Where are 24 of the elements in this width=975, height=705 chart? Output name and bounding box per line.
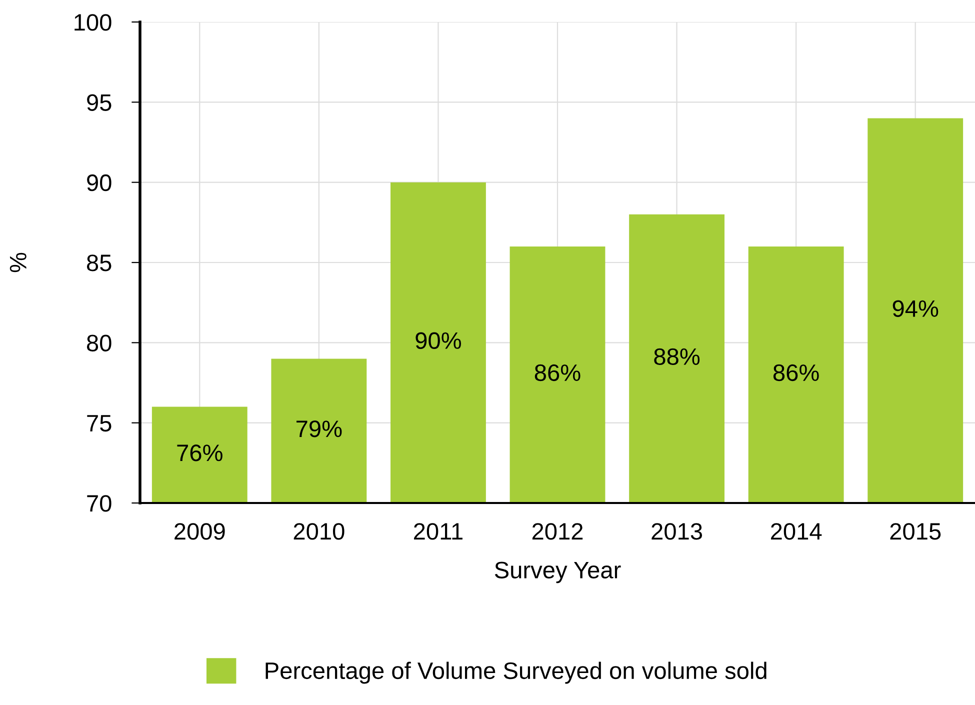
y-tick-label: 95 (87, 94, 112, 111)
x-tick-label: 2011 (414, 523, 462, 540)
data-label: 79% (296, 420, 342, 438)
y-tick-label: 70 (87, 495, 112, 512)
x-tick-label: 2013 (652, 523, 702, 540)
x-tick-label: 2009 (174, 523, 225, 540)
data-label: 86% (534, 364, 580, 382)
y-tick-label: 90 (87, 174, 112, 192)
data-label: 88% (654, 348, 700, 366)
y-tick-label: 80 (86, 334, 112, 352)
y-tick-label: 75 (87, 415, 112, 432)
y-tick-label: 85 (86, 254, 112, 272)
data-label: 90% (416, 332, 462, 350)
data-label: 86% (773, 364, 819, 382)
y-axis-title: % (10, 252, 26, 272)
x-axis-title: Survey Year (494, 562, 621, 584)
data-label: 76% (177, 444, 222, 462)
x-tick-label: 2015 (890, 523, 941, 540)
x-tick-label: 2014 (771, 523, 822, 540)
x-tick-label: 2010 (294, 523, 344, 540)
y-tick-label: 100 (74, 14, 112, 31)
x-tick-label: 2012 (532, 523, 583, 540)
legend-label: Percentage of Volume Surveyed on volume sold (266, 662, 766, 684)
data-label: 94% (892, 300, 938, 317)
